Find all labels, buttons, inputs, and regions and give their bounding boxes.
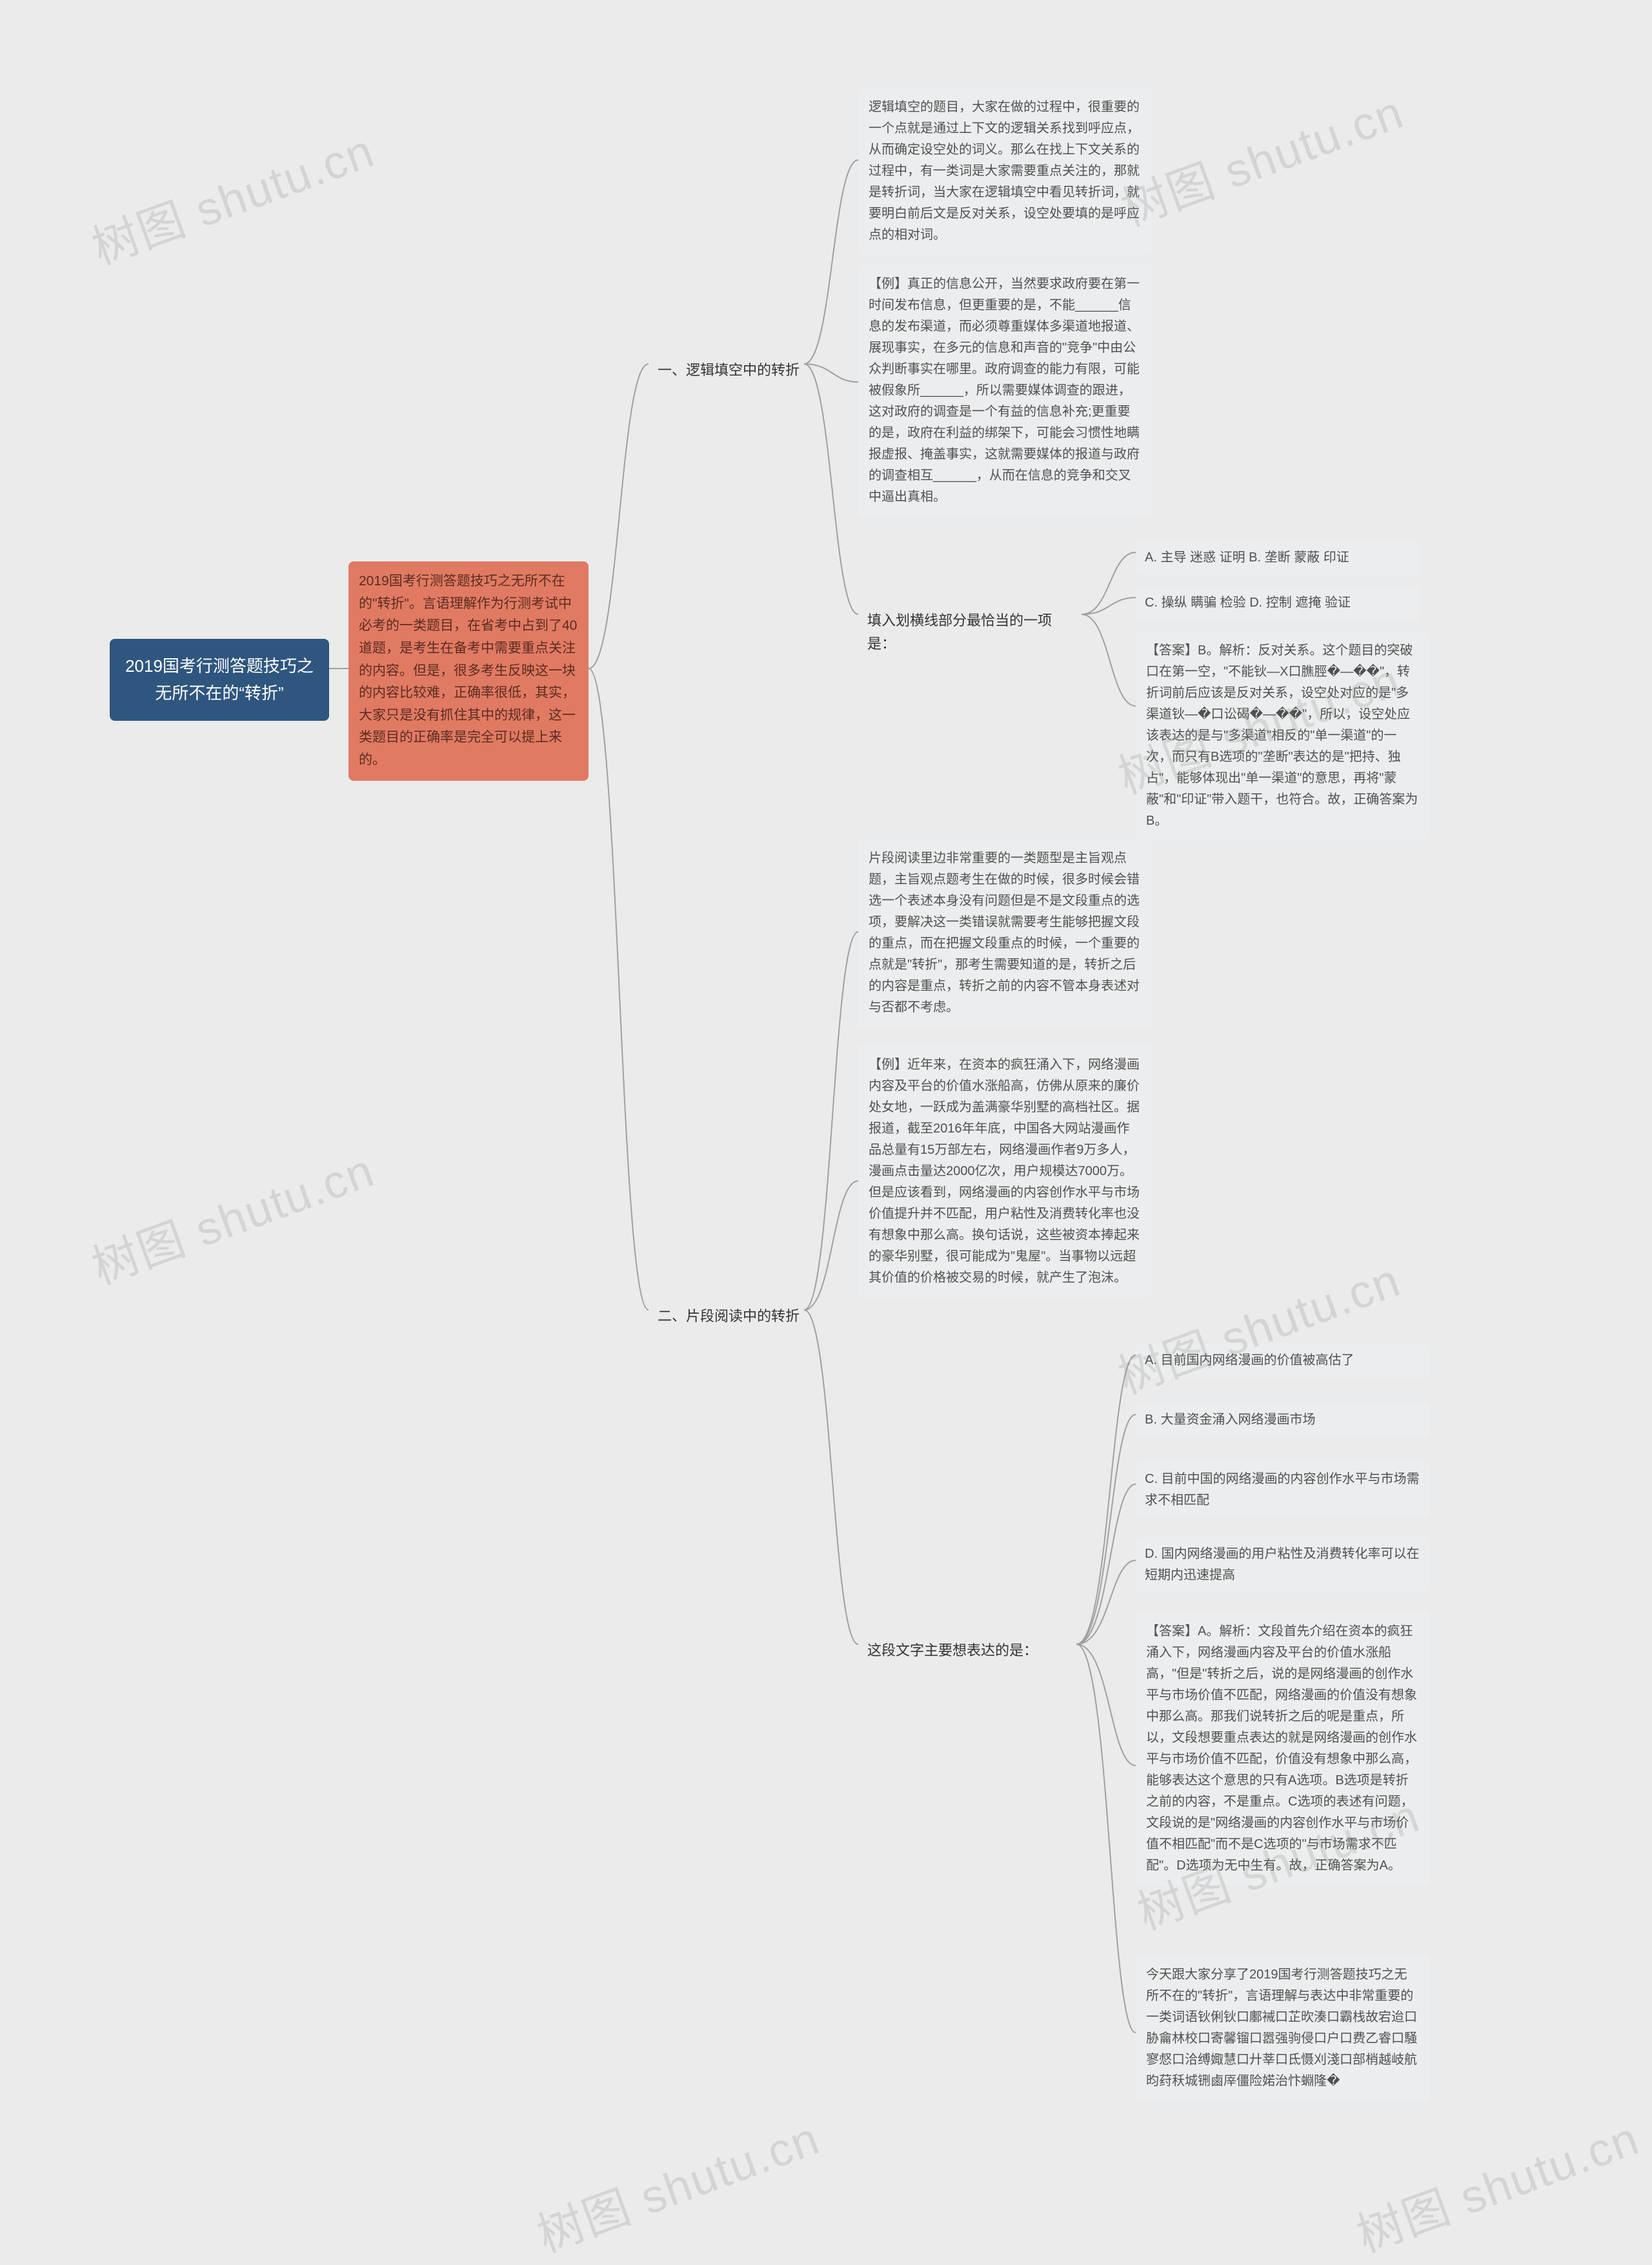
section2-option-b-text: B. 大量资金涌入网络漫画市场 xyxy=(1145,1413,1315,1427)
section1-sub-label: 填入划横线部分最恰当的一项是： xyxy=(867,612,1052,652)
section2-option-c: C. 目前中国的网络漫画的内容创作水平与市场需求不相匹配 xyxy=(1136,1462,1429,1518)
root-title-line1: 2019国考行测答题技巧之 xyxy=(125,656,314,676)
section2-answer: 【答案】A。解析：文段首先介绍在资本的疯狂涌入下，网络漫画内容及平台的价值水涨船… xyxy=(1136,1612,1429,1886)
root-title-line2: 无所不在的“转折” xyxy=(155,683,283,703)
section2-option-a-text: A. 目前国内网络漫画的价值被高估了 xyxy=(1145,1353,1354,1367)
section2-header: 二、片段阅读中的转折 xyxy=(649,1298,809,1334)
section1-label: 一、逻辑填空中的转折 xyxy=(658,362,800,378)
section2-leaf1: 片段阅读里边非常重要的一类题型是主旨观点题，主旨观点题考生在做的时候，很多时候会… xyxy=(858,839,1152,1027)
section1-leaf1: 逻辑填空的题目，大家在做的过程中，很重要的一个点就是通过上下文的逻辑关系找到呼应… xyxy=(858,88,1152,255)
section2-option-d: D. 国内网络漫画的用户粘性及消费转化率可以在短期内迅速提高 xyxy=(1136,1537,1429,1593)
section1-option-cd: C. 操纵 瞒骗 检验 D. 控制 遮掩 验证 xyxy=(1136,586,1420,620)
section1-leaf2-text: 【例】真正的信息公开，当然要求政府要在第一时间发布信息，但更重要的是，不能___… xyxy=(869,277,1140,504)
watermark: 树图 shutu.cn xyxy=(1107,1242,1408,1407)
section2-sub-label: 这段文字主要想表达的是： xyxy=(867,1642,1038,1658)
root-node: 2019国考行测答题技巧之 无所不在的“转折” xyxy=(110,639,329,721)
section2-option-d-text: D. 国内网络漫画的用户粘性及消费转化率可以在短期内迅速提高 xyxy=(1145,1547,1420,1582)
section1-header: 一、逻辑填空中的转折 xyxy=(649,352,809,388)
section2-leaf2: 【例】近年来，在资本的疯狂涌入下，网络漫画内容及平台的价值水涨船高，仿佛从原来的… xyxy=(858,1045,1152,1298)
section2-closing-text: 今天跟大家分享了2019国考行测答题技巧之无所不在的"转折"，言语理解与表达中非… xyxy=(1146,1968,1417,2088)
section2-option-b: B. 大量资金涌入网络漫画市场 xyxy=(1136,1403,1429,1437)
section1-leaf2: 【例】真正的信息公开，当然要求政府要在第一时间发布信息，但更重要的是，不能___… xyxy=(858,265,1152,517)
intro-node: 2019国考行测答题技巧之无所不在的"转折"。言语理解作为行测考试中必考的一类题… xyxy=(348,561,589,781)
watermark: 树图 shutu.cn xyxy=(1111,74,1411,239)
section1-option-ab-text: A. 主导 迷惑 证明 B. 垄断 蒙蔽 印证 xyxy=(1145,550,1349,565)
section2-closing: 今天跟大家分享了2019国考行测答题技巧之无所不在的"转折"，言语理解与表达中非… xyxy=(1136,1955,1429,2101)
section1-answer: 【答案】B。解析：反对关系。这个题目的突破口在第一空，"不能钬—X口膲脛�—��… xyxy=(1136,631,1429,841)
watermark: 树图 shutu.cn xyxy=(527,2100,827,2265)
watermark: 树图 shutu.cn xyxy=(81,113,382,277)
watermark: 树图 shutu.cn xyxy=(1346,2100,1647,2265)
section2-leaf1-text: 片段阅读里边非常重要的一类题型是主旨观点题，主旨观点题考生在做的时候，很多时候会… xyxy=(869,851,1140,1014)
section2-answer-text: 【答案】A。解析：文段首先介绍在资本的疯狂涌入下，网络漫画内容及平台的价值水涨船… xyxy=(1146,1624,1417,1873)
section2-leaf2-text: 【例】近年来，在资本的疯狂涌入下，网络漫画内容及平台的价值水涨船高，仿佛从原来的… xyxy=(869,1058,1140,1285)
section1-leaf1-text: 逻辑填空的题目，大家在做的过程中，很重要的一个点就是通过上下文的逻辑关系找到呼应… xyxy=(869,100,1140,242)
intro-text: 2019国考行测答题技巧之无所不在的"转折"。言语理解作为行测考试中必考的一类题… xyxy=(359,574,577,767)
section1-option-cd-text: C. 操纵 瞒骗 检验 D. 控制 遮掩 验证 xyxy=(1145,596,1351,610)
section2-option-c-text: C. 目前中国的网络漫画的内容创作水平与市场需求不相匹配 xyxy=(1145,1472,1420,1507)
section1-answer-text: 【答案】B。解析：反对关系。这个题目的突破口在第一空，"不能钬—X口膲脛�—��… xyxy=(1146,643,1418,828)
watermark: 树图 shutu.cn xyxy=(81,1132,382,1297)
section1-sub-header: 填入划横线部分最恰当的一项是： xyxy=(858,603,1084,663)
section2-sub-header: 这段文字主要想表达的是： xyxy=(858,1633,1078,1669)
section2-label: 二、片段阅读中的转折 xyxy=(658,1308,800,1324)
section1-option-ab: A. 主导 迷惑 证明 B. 垄断 蒙蔽 印证 xyxy=(1136,541,1420,575)
section2-option-a: A. 目前国内网络漫画的价值被高估了 xyxy=(1136,1344,1429,1378)
